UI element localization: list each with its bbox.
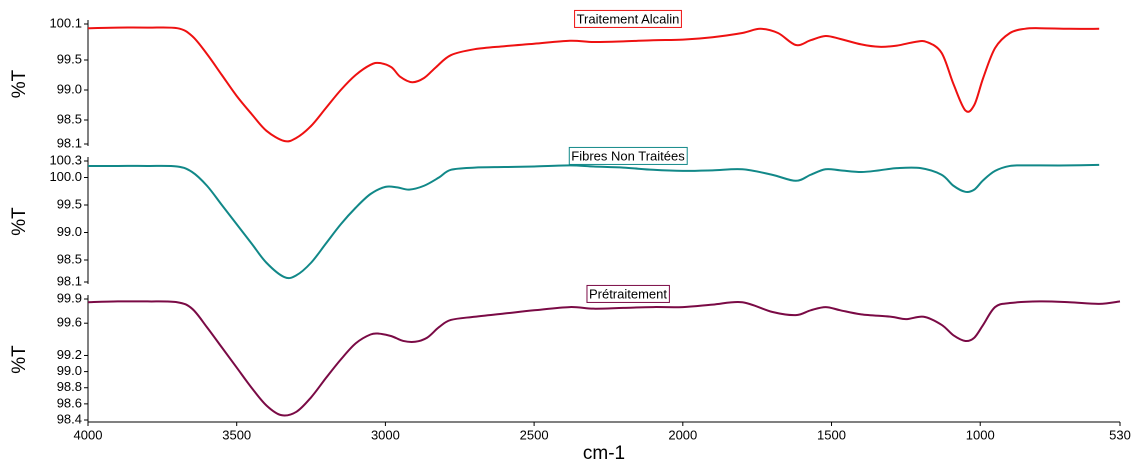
y-axis-label: %T [9,345,30,374]
y-tick-label: 98.1 [57,273,82,288]
y-tick-label: 98.4 [57,411,82,426]
y-tick-label: 100.3 [49,152,82,167]
y-tick-label: 99.5 [57,196,82,211]
x-tick-label: 3000 [371,427,400,442]
legend-label: Fibres Non Traitées [571,148,685,163]
y-tick-label: 100.0 [49,169,82,184]
legend-box [586,284,670,303]
y-tick-label: 98.6 [57,395,82,410]
legend-box [574,9,682,28]
y-tick-label: 98.5 [57,111,82,126]
spectrum-line [87,163,1100,280]
x-tick-label: 1000 [966,427,995,442]
x-tick-label: 2500 [520,427,549,442]
x-tick-label: 1500 [817,427,846,442]
legend-label: Traitement Alcalin [577,11,680,26]
y-tick-label: 99.5 [57,51,82,66]
y-tick-label: 98.1 [57,135,82,150]
y-tick-label: 98.8 [57,379,82,394]
x-tick-label: 4000 [74,427,103,442]
y-tick-label: 100.1 [49,15,82,30]
y-tick-label: 99.9 [57,290,82,305]
spectrum-line [87,26,1100,143]
x-axis-label: cm-1 [583,443,625,464]
x-tick-label: 530 [1109,427,1131,442]
y-tick-label: 99.6 [57,315,82,330]
spectrum-line [87,300,1121,417]
x-tick-label: 2000 [668,427,697,442]
legend-label: Prétraitement [589,286,667,301]
y-axis-label: %T [9,207,30,236]
y-tick-label: 99.2 [57,347,82,362]
y-tick-label: 99.0 [57,81,82,96]
y-tick-label: 99.0 [57,363,82,378]
y-axis-label: %T [9,69,30,98]
x-tick-label: 3500 [222,427,251,442]
y-tick-label: 99.0 [57,224,82,239]
legend-box [568,146,688,165]
y-tick-label: 98.5 [57,251,82,266]
